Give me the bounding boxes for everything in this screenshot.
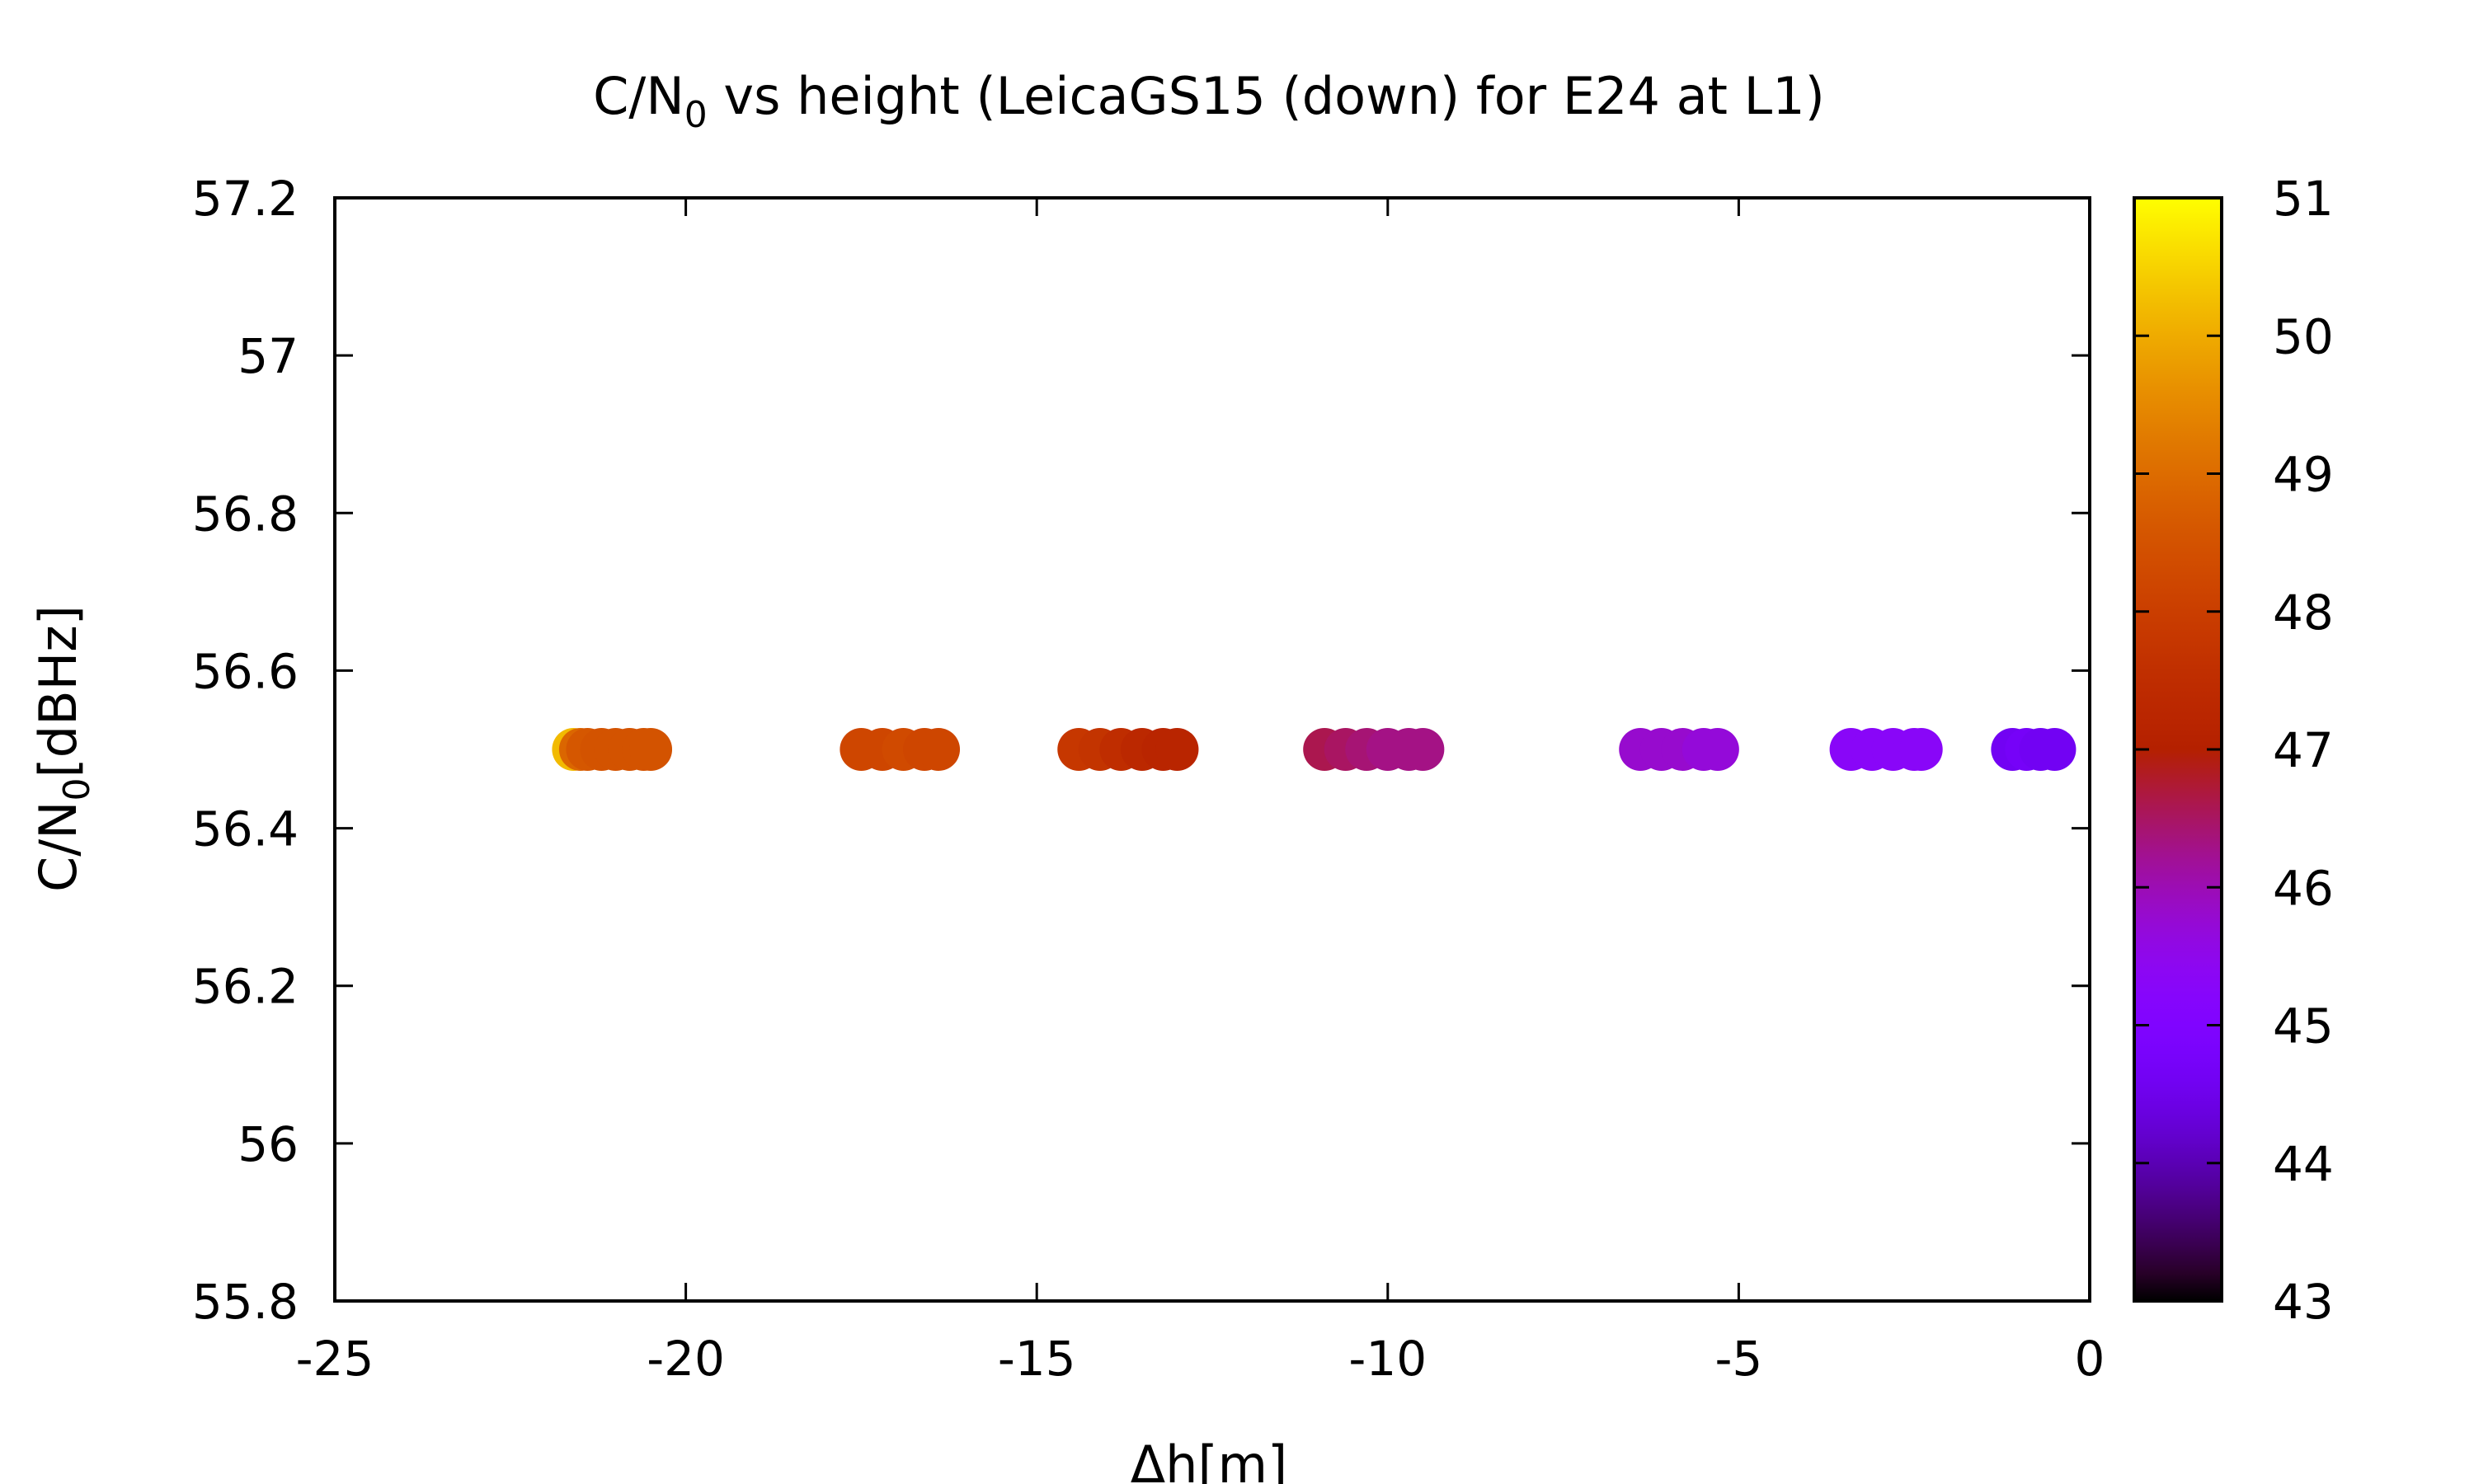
colorbar-tick-label: 44 bbox=[2273, 1136, 2334, 1192]
colorbar-tick-label: 45 bbox=[2273, 998, 2334, 1054]
y-tick-label: 55.8 bbox=[192, 1274, 299, 1330]
y-axis-label-subscript: 0 bbox=[56, 777, 98, 801]
data-point bbox=[1401, 728, 1445, 771]
data-point bbox=[1155, 728, 1199, 771]
y-axis-label-main: C/N bbox=[28, 801, 88, 892]
x-axis-label: Δh[m] bbox=[1131, 1435, 1287, 1484]
colorbar-tick-label: 43 bbox=[2273, 1274, 2334, 1330]
data-point bbox=[2033, 728, 2077, 771]
colorbar-tick-label: 49 bbox=[2273, 447, 2334, 503]
x-tick-label: -10 bbox=[1348, 1331, 1427, 1387]
chart-title-subscript: 0 bbox=[684, 94, 708, 136]
y-tick-label: 56.8 bbox=[192, 486, 299, 542]
colorbar-tick-label: 50 bbox=[2273, 308, 2334, 364]
data-point bbox=[1899, 728, 1943, 771]
y-axis-label: C/N0[dBHz] bbox=[28, 605, 98, 892]
colorbar-frame bbox=[2133, 196, 2223, 1303]
chart-title: C/N0 vs height (LeicaGS15 (down) for E24… bbox=[593, 66, 1825, 136]
colorbar-tick-label: 48 bbox=[2273, 585, 2334, 641]
data-point bbox=[629, 728, 673, 771]
y-tick-label: 57.2 bbox=[192, 171, 299, 227]
colorbar-ticks: 43 44 45 46 47 48 49 50 51 bbox=[2134, 171, 2334, 1330]
x-tick-label: -15 bbox=[998, 1331, 1076, 1387]
x-tick-label: -5 bbox=[1714, 1331, 1762, 1387]
x-tick-label: 0 bbox=[2075, 1331, 2105, 1387]
y-tick-label: 56 bbox=[238, 1116, 299, 1172]
data-point bbox=[917, 728, 961, 771]
y-axis-label-rest: [dBHz] bbox=[28, 605, 88, 777]
x-tick-label: -20 bbox=[647, 1331, 725, 1387]
chart-title-rest: vs height (LeicaGS15 (down) for E24 at L… bbox=[708, 66, 1825, 126]
y-tick-label: 57 bbox=[238, 328, 299, 384]
chart-title-main: C/N bbox=[593, 66, 684, 126]
y-tick-label: 56.6 bbox=[192, 643, 299, 699]
plot-points bbox=[552, 728, 2077, 771]
plot-ticks: -25 -20 -15 -10 -5 0 55.8 56 56.2 56.4 56.6 56.8 57 5… bbox=[192, 171, 2105, 1387]
colorbar-tick-label: 47 bbox=[2273, 722, 2334, 778]
plot-frame bbox=[333, 196, 2091, 1303]
data-point bbox=[1696, 728, 1739, 771]
x-tick-label: -25 bbox=[296, 1331, 374, 1387]
colorbar-tick-label: 46 bbox=[2273, 860, 2334, 916]
y-tick-label: 56.4 bbox=[192, 801, 299, 857]
y-tick-label: 56.2 bbox=[192, 959, 299, 1015]
colorbar-tick-label: 51 bbox=[2273, 171, 2334, 227]
